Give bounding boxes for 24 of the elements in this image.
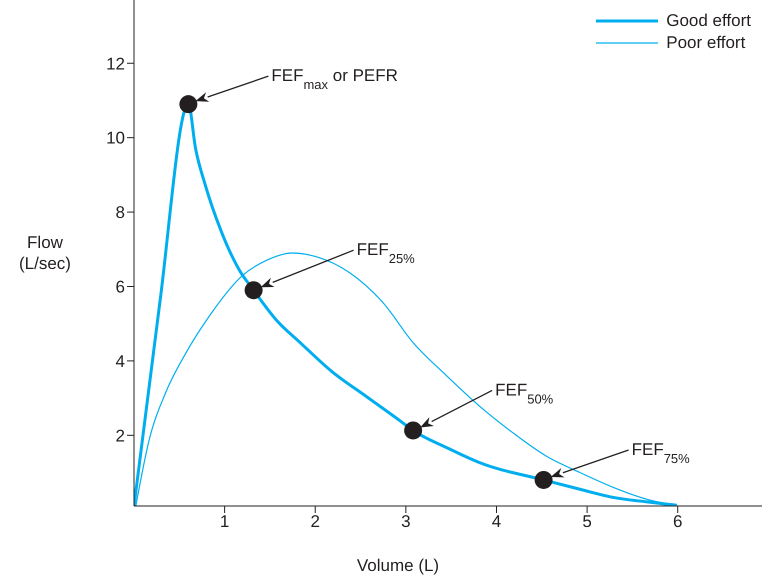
x-tick-label: 1 xyxy=(220,512,230,532)
x-tick-label: 3 xyxy=(401,512,411,532)
annotation: FEF$_{50%}$ xyxy=(495,380,554,406)
x-tick-label: 6 xyxy=(672,512,682,532)
y-tick-label: 2 xyxy=(116,426,125,446)
y-tick-label: 12 xyxy=(106,54,125,74)
x-axis-title: Volume (L) xyxy=(356,556,440,575)
x-tick-label: 5 xyxy=(582,512,592,532)
y-tick-label: 8 xyxy=(116,203,125,222)
point xyxy=(404,421,422,440)
y-tick-label: 6 xyxy=(116,278,125,297)
y-tick-label: 10 xyxy=(106,128,125,148)
x-tick-label: 4 xyxy=(492,512,502,532)
y-tick-label: 4 xyxy=(116,352,125,371)
annotation: FEF$_{max}$ or PEFR xyxy=(271,66,398,92)
point xyxy=(534,470,553,489)
annotation: FEF$_{25%}$ xyxy=(356,240,416,266)
point xyxy=(244,281,263,300)
y-axis-title: Flow (L/sec) xyxy=(19,233,71,274)
x-tick-label: 2 xyxy=(310,512,320,532)
annotation: FEF$_{75%}$ xyxy=(632,440,690,466)
legend-label: Poor effort xyxy=(666,33,746,53)
point xyxy=(179,95,198,114)
legend-label: Good effort xyxy=(666,11,751,31)
